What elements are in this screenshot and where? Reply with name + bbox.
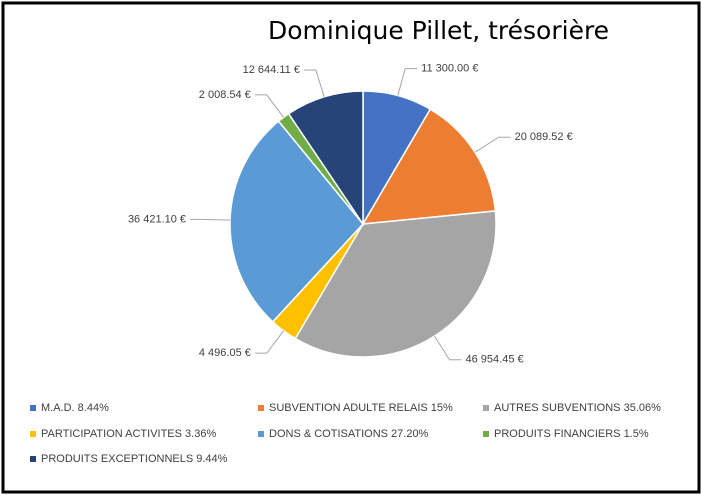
pie-slice bbox=[361, 108, 497, 225]
leader-line bbox=[303, 69, 325, 97]
legend-label: PARTICIPATION ACTIVITES 3.36% bbox=[41, 428, 216, 440]
legend-marker bbox=[30, 456, 36, 462]
legend-marker bbox=[258, 431, 264, 437]
legend-label: SUBVENTION ADULTE RELAIS 15% bbox=[269, 402, 453, 414]
legend-label: PRODUITS FINANCIERS 1.5% bbox=[494, 428, 649, 440]
data-label: 46 954.45 € bbox=[466, 354, 524, 366]
leader-line bbox=[397, 68, 418, 96]
legend-label: DONS & COTISATIONS 27.20% bbox=[269, 428, 429, 440]
chart-title: Dominique Pillet, trésorière bbox=[268, 16, 609, 45]
legend-label: AUTRES SUBVENTIONS 35.06% bbox=[494, 402, 661, 414]
legend-marker bbox=[483, 431, 489, 437]
leader-line bbox=[254, 94, 284, 118]
leader-line bbox=[190, 218, 231, 221]
legend-label: PRODUITS EXCEPTIONNELS 9.44% bbox=[41, 453, 228, 465]
data-label: 20 089.52 € bbox=[515, 131, 573, 143]
data-label: 11 300.00 € bbox=[421, 63, 478, 75]
leader-line bbox=[254, 330, 285, 354]
legend-marker bbox=[30, 405, 36, 411]
data-label: 4 496.05 € bbox=[199, 347, 251, 359]
pie-slice bbox=[294, 210, 497, 358]
legend-marker bbox=[483, 405, 489, 411]
legend-marker bbox=[258, 405, 264, 411]
data-label: 2 008.54 € bbox=[199, 89, 251, 101]
pie-slice bbox=[229, 120, 364, 323]
leader-line bbox=[474, 136, 511, 153]
legend-label: M.A.D. 8.44% bbox=[41, 402, 109, 414]
legend-marker bbox=[30, 431, 36, 437]
data-label: 12 644.11 € bbox=[243, 64, 300, 76]
leader-line bbox=[434, 335, 462, 361]
data-label: 36 421.10 € bbox=[128, 213, 186, 225]
pie-slice bbox=[287, 90, 364, 227]
